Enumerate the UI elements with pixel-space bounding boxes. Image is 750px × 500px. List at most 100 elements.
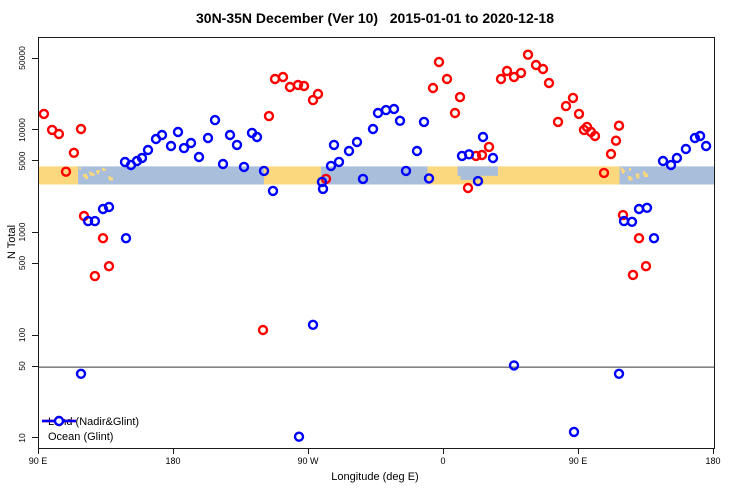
data-point-ocean xyxy=(258,165,270,177)
band-island-speckle xyxy=(621,170,626,173)
data-point-land xyxy=(483,141,495,153)
data-point-ocean xyxy=(689,132,701,144)
data-point-land xyxy=(589,130,601,142)
band-segment-ocean xyxy=(321,166,428,185)
band-island-speckle xyxy=(96,170,100,173)
band-island-speckle xyxy=(108,176,111,179)
data-point-land xyxy=(560,100,572,112)
band-segment-land xyxy=(427,166,458,185)
x-tick-label: 90 E xyxy=(568,456,588,466)
data-point-land xyxy=(617,209,629,221)
band-island-speckle xyxy=(636,175,638,178)
data-point-ocean xyxy=(657,155,669,167)
data-point-ocean xyxy=(351,136,363,148)
data-point-ocean xyxy=(328,139,340,151)
data-point-ocean xyxy=(209,114,221,126)
x-axis-label: Longitude (deg E) xyxy=(331,471,419,483)
x-tick-mark xyxy=(38,448,39,454)
y-tick-mark xyxy=(32,334,38,336)
data-point-land xyxy=(292,79,304,91)
band-island-speckle xyxy=(636,176,640,179)
data-point-ocean xyxy=(641,202,653,214)
data-point-ocean xyxy=(477,131,489,143)
band-island-speckle xyxy=(644,174,648,178)
data-point-land xyxy=(613,120,625,131)
data-point-ocean xyxy=(343,145,355,157)
data-point-land xyxy=(284,81,296,93)
y-tick-mark xyxy=(32,160,38,162)
data-point-ocean xyxy=(372,107,384,119)
y-tick-mark xyxy=(32,262,38,264)
data-point-ocean xyxy=(694,130,706,142)
y-tick-label: 10 xyxy=(17,433,27,443)
chart-title: 30N-35N December (Ver 10) 2015-01-01 to … xyxy=(196,10,554,26)
y-tick-label: 50 xyxy=(17,361,27,371)
data-point-ocean xyxy=(193,151,205,163)
data-point-ocean xyxy=(665,159,677,171)
data-point-ocean xyxy=(626,216,638,228)
data-point-land xyxy=(610,135,622,146)
data-point-land xyxy=(598,167,610,179)
plot-area xyxy=(39,49,714,442)
data-point-ocean xyxy=(217,158,229,170)
band-segment-islands xyxy=(78,166,114,185)
band-segment-land xyxy=(264,166,321,185)
data-point-ocean xyxy=(178,142,190,154)
data-point-land xyxy=(573,108,585,120)
data-point-ocean xyxy=(172,126,184,138)
data-point-ocean xyxy=(307,319,319,330)
data-point-land xyxy=(60,166,72,177)
data-point-land xyxy=(89,270,101,282)
data-point-ocean xyxy=(333,156,345,168)
band-island-speckle xyxy=(622,171,624,174)
y-tick-mark xyxy=(32,231,38,233)
data-point-ocean xyxy=(388,103,400,115)
x-tick-label: 180 xyxy=(705,456,721,466)
legend-label: Ocean (Glint) xyxy=(48,430,114,443)
x-tick-mark xyxy=(308,448,309,454)
y-tick-label: 10000 xyxy=(17,117,27,142)
legend: Land (Nadir&Glint) Ocean (Glint) xyxy=(41,414,139,444)
band-island-speckle xyxy=(90,172,93,176)
legend-marker-icon xyxy=(42,415,76,427)
data-point-land xyxy=(433,56,445,68)
data-point-land xyxy=(75,123,87,135)
data-point-land xyxy=(68,147,80,159)
band-island-speckle xyxy=(103,168,106,171)
data-point-ocean xyxy=(671,152,683,164)
data-point-land xyxy=(515,67,527,79)
data-point-ocean xyxy=(224,129,236,141)
band-segment-land xyxy=(498,166,620,185)
band-island-speckle xyxy=(102,167,104,171)
x-tick-label: 90 W xyxy=(297,456,319,466)
band-island-speckle xyxy=(89,171,91,174)
data-point-ocean xyxy=(202,132,214,144)
data-point-land xyxy=(97,232,109,244)
x-tick-mark xyxy=(173,448,174,454)
band-island-speckle xyxy=(629,167,631,171)
data-point-land xyxy=(462,182,474,194)
y-tick-mark xyxy=(32,437,38,439)
band-island-speckle xyxy=(109,177,113,181)
data-point-land xyxy=(476,149,488,161)
data-point-ocean xyxy=(238,161,250,173)
data-point-land xyxy=(454,91,466,103)
data-point-ocean xyxy=(120,232,132,244)
data-point-land xyxy=(449,107,461,119)
data-point-ocean xyxy=(568,426,580,438)
data-point-ocean xyxy=(700,140,712,152)
data-point-ocean xyxy=(89,215,101,227)
band-segment-ocean xyxy=(114,166,264,185)
band-segment-land xyxy=(39,166,78,185)
y-tick-mark xyxy=(32,57,38,59)
band-sea-patch-deep xyxy=(460,166,479,180)
data-point-ocean xyxy=(648,232,660,244)
band-segment-ocean xyxy=(654,166,714,185)
data-point-ocean xyxy=(423,173,435,184)
data-point-ocean xyxy=(400,165,412,177)
data-point-ocean xyxy=(231,139,243,151)
data-point-ocean xyxy=(357,173,369,185)
y-tick-label: 500 xyxy=(17,256,27,271)
data-point-land xyxy=(441,73,453,85)
